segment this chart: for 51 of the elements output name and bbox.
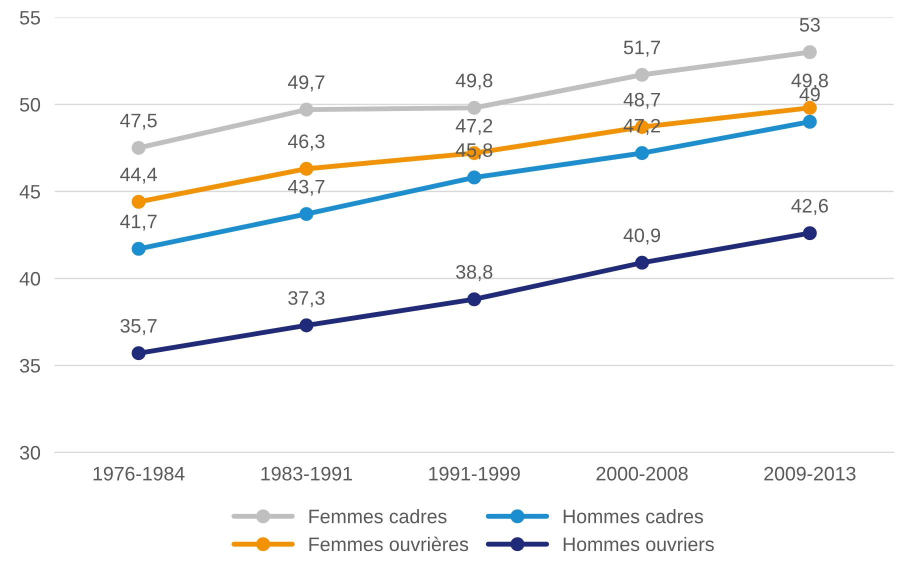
y-tick-label: 50 [20, 98, 40, 112]
point [132, 140, 146, 155]
x-tick-label: 1983-1991 [261, 466, 352, 481]
data-label: 44,4 [120, 168, 157, 184]
data-label: 49 [799, 88, 820, 102]
legend-label: Hommes cadres [564, 509, 704, 524]
data-label: 42,6 [791, 198, 828, 215]
data-label: 49,8 [456, 74, 492, 90]
data-label: 47,5 [120, 114, 157, 130]
data-label: 35,7 [120, 318, 157, 336]
data-label: 38,8 [456, 265, 492, 282]
data-label: 40,9 [624, 228, 660, 245]
x-tick-label: 1991-1999 [429, 466, 520, 481]
data-label: 46,3 [288, 134, 324, 151]
point [299, 207, 314, 221]
point [467, 170, 482, 184]
data-label: 48,7 [624, 92, 660, 109]
data-label: 47,2 [456, 118, 492, 135]
point [635, 68, 649, 82]
point [467, 292, 482, 306]
point [802, 114, 817, 129]
legend-label: Femmes cadres [309, 509, 447, 524]
point [299, 162, 314, 176]
point [299, 318, 314, 332]
data-label: 41,7 [120, 214, 157, 231]
y-tick-label: 40 [20, 272, 40, 286]
y-tick-label: 35 [20, 358, 40, 373]
data-label: 51,7 [624, 40, 660, 57]
data-label: 49,8 [791, 74, 828, 90]
y-tick-label: 55 [20, 11, 40, 25]
y-tick-label: 45 [20, 185, 40, 199]
x-tick-label: 2009-2013 [764, 466, 856, 481]
point [132, 346, 146, 360]
point [802, 100, 817, 115]
legend-label: Femmes ouvrières [309, 536, 468, 552]
point [299, 102, 314, 117]
point [635, 146, 649, 160]
point [132, 194, 146, 209]
point [635, 256, 649, 270]
point [802, 226, 817, 240]
x-tick-label: 1976-1984 [94, 466, 185, 481]
point [802, 45, 817, 60]
data-label: 53 [800, 18, 820, 32]
point [132, 242, 146, 256]
x-tick-label: 2000-2008 [596, 466, 688, 481]
data-label: 43,7 [288, 180, 324, 196]
legend-label: Hommes ouvriers [564, 536, 714, 552]
data-label: 49,7 [288, 75, 324, 92]
data-label: 37,3 [288, 291, 324, 308]
y-tick-label: 30 [20, 446, 40, 460]
point [467, 100, 482, 115]
